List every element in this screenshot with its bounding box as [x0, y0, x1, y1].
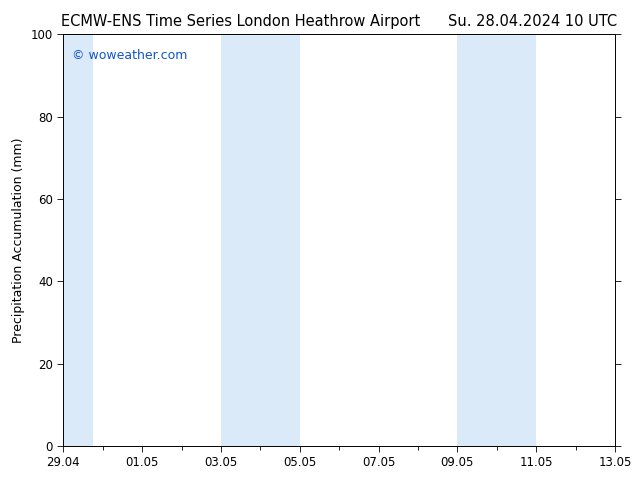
- Bar: [457, 34, 536, 446]
- Y-axis label: Precipitation Accumulation (mm): Precipitation Accumulation (mm): [12, 137, 25, 343]
- Text: © woweather.com: © woweather.com: [72, 49, 187, 62]
- Bar: [221, 34, 300, 446]
- Title: ECMW-ENS Time Series London Heathrow Airport      Su. 28.04.2024 10 UTC: ECMW-ENS Time Series London Heathrow Air…: [61, 14, 618, 29]
- Bar: [63, 34, 93, 446]
